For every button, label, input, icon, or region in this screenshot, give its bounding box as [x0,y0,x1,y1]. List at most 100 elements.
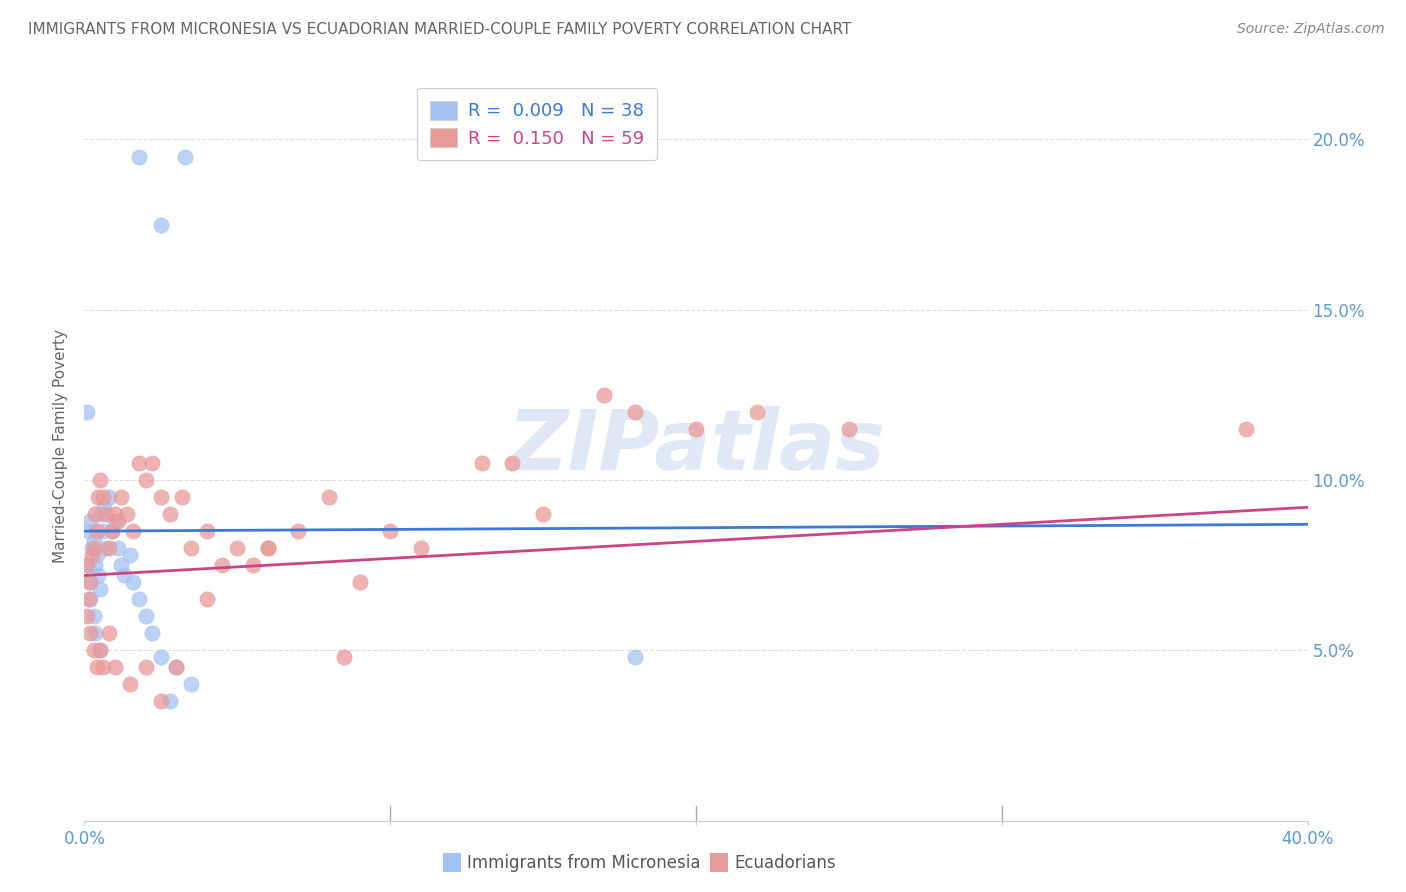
Text: ZIPatlas: ZIPatlas [508,406,884,486]
Point [149,650,172,665]
Point [409,541,432,556]
Point [172,490,194,504]
Point [79,514,101,528]
Point [242,558,264,573]
Point [86,524,108,538]
Point [349,575,371,590]
Point [94,507,117,521]
Point [471,456,494,470]
Point [531,507,554,521]
Point [624,405,647,419]
Point [77,592,100,607]
Point [80,548,103,562]
Point [149,694,172,708]
Point [110,490,132,504]
Point [84,507,107,521]
Point [79,626,101,640]
Point [180,677,202,691]
Point [135,473,157,487]
Point [257,541,280,556]
Point [76,558,98,573]
Point [83,541,105,556]
Point [110,558,132,573]
Point [502,456,524,470]
Point [77,524,100,538]
Point [76,558,98,573]
Point [90,507,112,521]
Text: IMMIGRANTS FROM MICRONESIA VS ECUADORIAN MARRIED-COUPLE FAMILY POVERTY CORRELATI: IMMIGRANTS FROM MICRONESIA VS ECUADORIAN… [28,22,852,37]
Point [91,660,114,674]
Point [149,490,172,504]
Point [122,575,145,590]
Point [747,405,769,419]
Point [685,422,707,436]
Point [195,524,218,538]
Point [226,541,249,556]
Point [86,548,108,562]
Point [149,218,172,232]
Point [104,514,127,528]
Point [83,534,105,549]
Point [87,568,110,582]
Point [97,541,120,556]
Point [87,490,110,504]
Point [122,524,145,538]
Point [101,524,124,538]
Point [128,456,150,470]
Point [112,568,135,582]
Point [107,541,129,556]
Point [107,514,129,528]
Point [93,500,115,515]
Point [76,609,98,624]
Point [380,524,402,538]
Text: Source: ZipAtlas.com: Source: ZipAtlas.com [1237,22,1385,37]
Point [287,524,309,538]
Text: Ecuadorians: Ecuadorians [734,854,835,871]
Point [135,660,157,674]
Point [97,490,120,504]
Point [79,592,101,607]
Point [104,507,127,521]
Point [593,388,616,402]
Point [89,473,111,487]
Point [135,609,157,624]
Text: Immigrants from Micronesia: Immigrants from Micronesia [467,854,700,871]
Point [180,541,202,556]
Point [128,592,150,607]
Point [141,456,163,470]
Point [84,558,107,573]
Point [174,149,197,163]
Point [89,643,111,657]
Point [104,660,127,674]
Point [141,626,163,640]
Point [211,558,233,573]
Point [101,524,124,538]
Point [89,643,111,657]
Point [76,405,98,419]
Point [318,490,340,504]
Point [120,677,142,691]
Point [80,541,103,556]
Point [91,524,114,538]
Point [128,149,150,163]
Point [83,609,105,624]
Point [838,422,860,436]
Point [94,541,117,556]
Point [624,650,647,665]
Point [89,582,111,596]
Point [159,694,181,708]
Point [97,626,120,640]
Point [165,660,187,674]
Y-axis label: Married-Couple Family Poverty: Married-Couple Family Poverty [53,329,69,563]
Point [1236,422,1258,436]
Point [84,626,107,640]
Point [83,643,105,657]
Point [165,660,187,674]
Point [159,507,181,521]
Point [257,541,280,556]
Point [86,660,108,674]
Point [115,507,138,521]
Point [195,592,218,607]
Point [333,650,356,665]
Point [79,575,101,590]
